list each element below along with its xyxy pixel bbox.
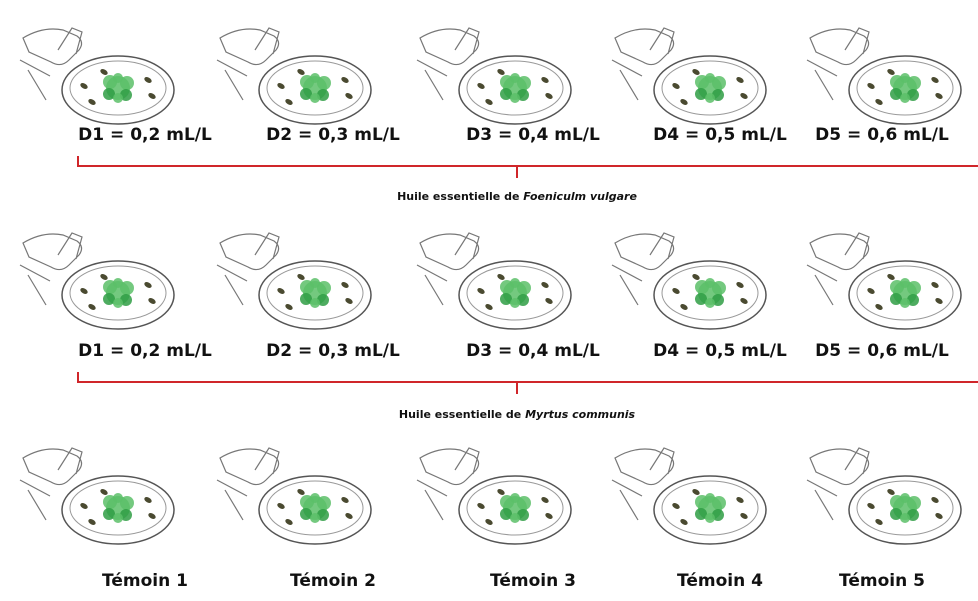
leaves <box>510 93 520 103</box>
petri-dish <box>417 28 571 124</box>
leaves <box>900 513 910 523</box>
petri-dish <box>417 233 571 329</box>
dose-label: Témoin 5 <box>839 571 925 591</box>
leaves <box>900 493 910 503</box>
leaves <box>900 73 910 83</box>
caption-prefix: Huile essentielle de <box>399 408 521 421</box>
leaves <box>113 73 123 83</box>
dose-label: D5 = 0,6 mL/L <box>815 341 949 361</box>
leaves <box>113 493 123 503</box>
leaves <box>310 278 320 288</box>
leaves <box>113 513 123 523</box>
leaves <box>510 298 520 308</box>
caption-prefix: Huile essentielle de <box>397 190 519 203</box>
petri-dish <box>807 28 961 124</box>
leaves <box>310 513 320 523</box>
leaves <box>510 278 520 288</box>
leaves <box>510 493 520 503</box>
petri-dish <box>217 28 371 124</box>
caption: Huile essentielle de Foeniculm vulgare <box>397 190 637 203</box>
petri-dish <box>417 448 571 544</box>
caption-species: Foeniculm vulgare <box>523 190 637 203</box>
caption-species: Myrtus communis <box>525 408 635 421</box>
dose-label: Témoin 4 <box>677 571 763 591</box>
leaves <box>705 298 715 308</box>
dose-label: D2 = 0,3 mL/L <box>266 125 400 145</box>
leaves <box>900 93 910 103</box>
leaves <box>705 93 715 103</box>
diagram: Huile essentielle de Foeniculm vulgare H… <box>0 0 978 601</box>
leaves <box>510 73 520 83</box>
dose-label: Témoin 3 <box>490 571 576 591</box>
leaves <box>900 298 910 308</box>
leaves <box>113 298 123 308</box>
dose-label: Témoin 2 <box>290 571 376 591</box>
leaves <box>113 278 123 288</box>
dose-label: D4 = 0,5 mL/L <box>653 341 787 361</box>
brace <box>78 372 978 394</box>
petri-dish <box>807 233 961 329</box>
petri-dish <box>807 448 961 544</box>
leaves <box>310 493 320 503</box>
leaves <box>310 93 320 103</box>
petri-dish <box>217 448 371 544</box>
dose-label: D4 = 0,5 mL/L <box>653 125 787 145</box>
leaves <box>310 298 320 308</box>
leaves <box>705 513 715 523</box>
petri-dish <box>612 28 766 124</box>
leaves <box>705 493 715 503</box>
leaves <box>510 513 520 523</box>
petri-dish <box>20 233 174 329</box>
petri-dish <box>20 28 174 124</box>
leaves <box>705 278 715 288</box>
petri-dish <box>20 448 174 544</box>
leaves <box>113 93 123 103</box>
caption: Huile essentielle de Myrtus communis <box>399 408 636 421</box>
dose-label: D1 = 0,2 mL/L <box>78 341 212 361</box>
petri-dish <box>217 233 371 329</box>
leaves <box>310 73 320 83</box>
dose-label: D3 = 0,4 mL/L <box>466 341 600 361</box>
leaves <box>900 278 910 288</box>
petri-dish <box>612 448 766 544</box>
dose-label: D2 = 0,3 mL/L <box>266 341 400 361</box>
petri-dish <box>612 233 766 329</box>
dose-label: D1 = 0,2 mL/L <box>78 125 212 145</box>
dose-label: D5 = 0,6 mL/L <box>815 125 949 145</box>
brace <box>78 156 978 178</box>
leaves <box>705 73 715 83</box>
dose-label: D3 = 0,4 mL/L <box>466 125 600 145</box>
dose-label: Témoin 1 <box>102 571 188 591</box>
dishes <box>20 28 961 544</box>
